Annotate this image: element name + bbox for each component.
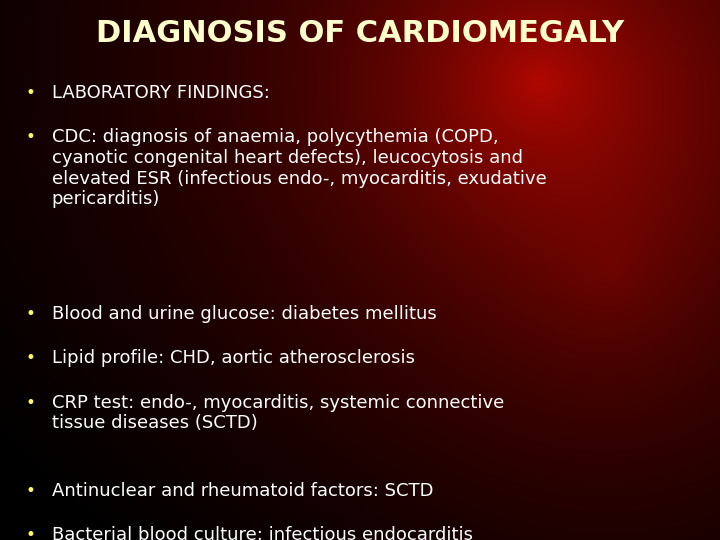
- Text: Antinuclear and rheumatoid factors: SCTD: Antinuclear and rheumatoid factors: SCTD: [52, 482, 433, 500]
- Text: •: •: [25, 394, 35, 411]
- Text: •: •: [25, 128, 35, 146]
- Text: Blood and urine glucose: diabetes mellitus: Blood and urine glucose: diabetes mellit…: [52, 305, 436, 323]
- Text: •: •: [25, 482, 35, 500]
- Text: LABORATORY FINDINGS:: LABORATORY FINDINGS:: [52, 84, 270, 102]
- Text: •: •: [25, 349, 35, 367]
- Text: CRP test: endo-, myocarditis, systemic connective
tissue diseases (SCTD): CRP test: endo-, myocarditis, systemic c…: [52, 394, 504, 433]
- Text: Bacterial blood culture: infectious endocarditis: Bacterial blood culture: infectious endo…: [52, 526, 473, 540]
- Text: •: •: [25, 305, 35, 323]
- Text: CDC: diagnosis of anaemia, polycythemia (COPD,
cyanotic congenital heart defects: CDC: diagnosis of anaemia, polycythemia …: [52, 128, 546, 208]
- Text: DIAGNOSIS OF CARDIOMEGALY: DIAGNOSIS OF CARDIOMEGALY: [96, 19, 624, 48]
- Text: •: •: [25, 526, 35, 540]
- Text: •: •: [25, 84, 35, 102]
- Text: Lipid profile: CHD, aortic atherosclerosis: Lipid profile: CHD, aortic atheroscleros…: [52, 349, 415, 367]
